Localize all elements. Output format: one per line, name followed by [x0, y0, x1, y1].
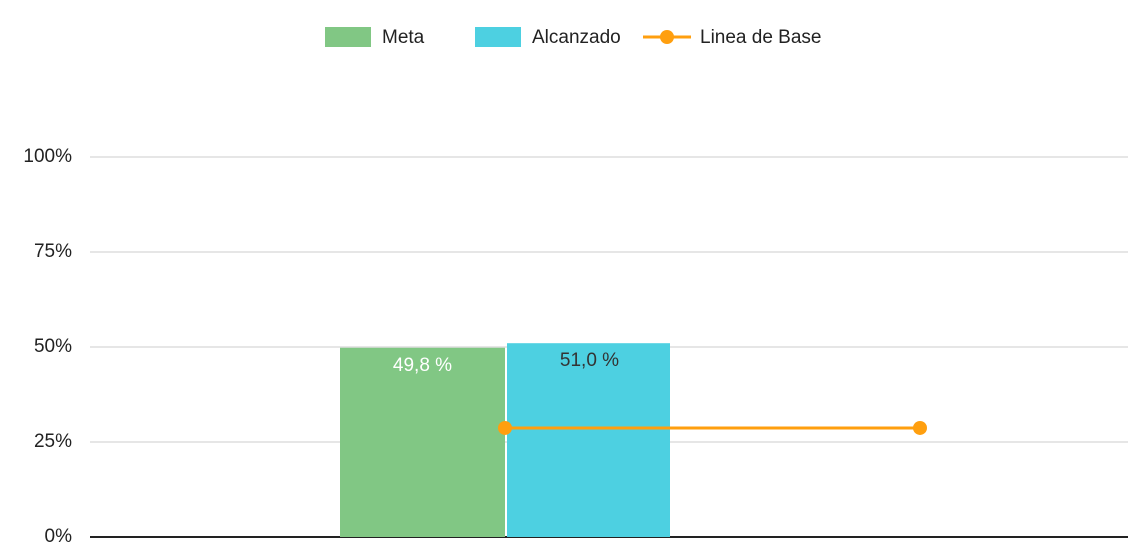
data-label: 49,8 %: [393, 355, 452, 376]
line-marker: [498, 420, 512, 435]
legend-item: Alcanzado: [475, 27, 621, 48]
y-tick-label: 0%: [45, 526, 73, 547]
legend-label: Alcanzado: [532, 27, 621, 48]
y-tick-label: 50%: [34, 336, 72, 357]
bar: [340, 347, 505, 537]
y-tick-label: 75%: [34, 241, 72, 262]
legend-swatch: [325, 27, 371, 47]
data-label: 51,0 %: [560, 350, 619, 371]
legend-label: Linea de Base: [700, 27, 822, 48]
y-tick-label: 100%: [23, 146, 72, 167]
legend-marker: [660, 30, 674, 44]
legend-label: Meta: [382, 27, 425, 48]
bar: [507, 343, 670, 537]
line-marker: [913, 420, 927, 435]
legend-swatch: [475, 27, 521, 47]
legend-item: Linea de Base: [643, 27, 822, 48]
legend-item: Meta: [325, 27, 425, 48]
y-tick-label: 25%: [34, 431, 72, 452]
